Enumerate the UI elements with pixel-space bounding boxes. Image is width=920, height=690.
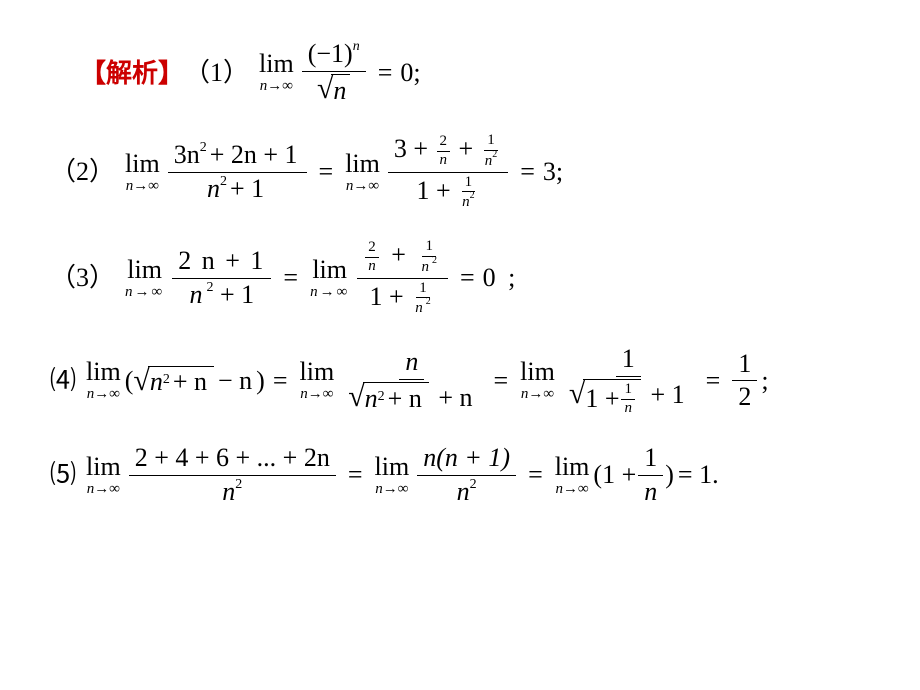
equation-1: 【解析】 （1） lim n→∞ (−1)n √n = 0; (80, 40, 870, 105)
result: 3; (543, 159, 563, 185)
heading: 【解析】 (80, 60, 184, 86)
label-3: （3） (50, 265, 115, 291)
equation-5: ⑸ limn→∞ 2 + 4 + 6 + ... + 2n n2 = limn→… (50, 444, 870, 506)
label-2: （2） (50, 159, 115, 185)
label-5: ⑸ (50, 462, 76, 488)
result: 1 2 (732, 350, 757, 412)
result: 0 ; (483, 265, 519, 291)
equation-4: ⑷ limn→∞ ( √n2+ n − n ) = limn→∞ n √n2+ … (50, 345, 870, 416)
fraction: (−1)n √n (302, 40, 366, 105)
label-1: （1） (184, 60, 249, 86)
result: 0; (400, 60, 420, 86)
label-4: ⑷ (50, 368, 76, 394)
equation-3: （3） limn→∞ 2 n + 1 n2 + 1 = limn→∞ 2n + … (50, 239, 870, 317)
result: = 1. (678, 462, 719, 488)
sqrt: √n (317, 74, 350, 106)
limit: lim n→∞ (259, 51, 294, 94)
equation-2: （2） limn→∞ 3n2+ 2n + 1 n2+ 1 = limn→∞ 3 … (50, 133, 870, 211)
